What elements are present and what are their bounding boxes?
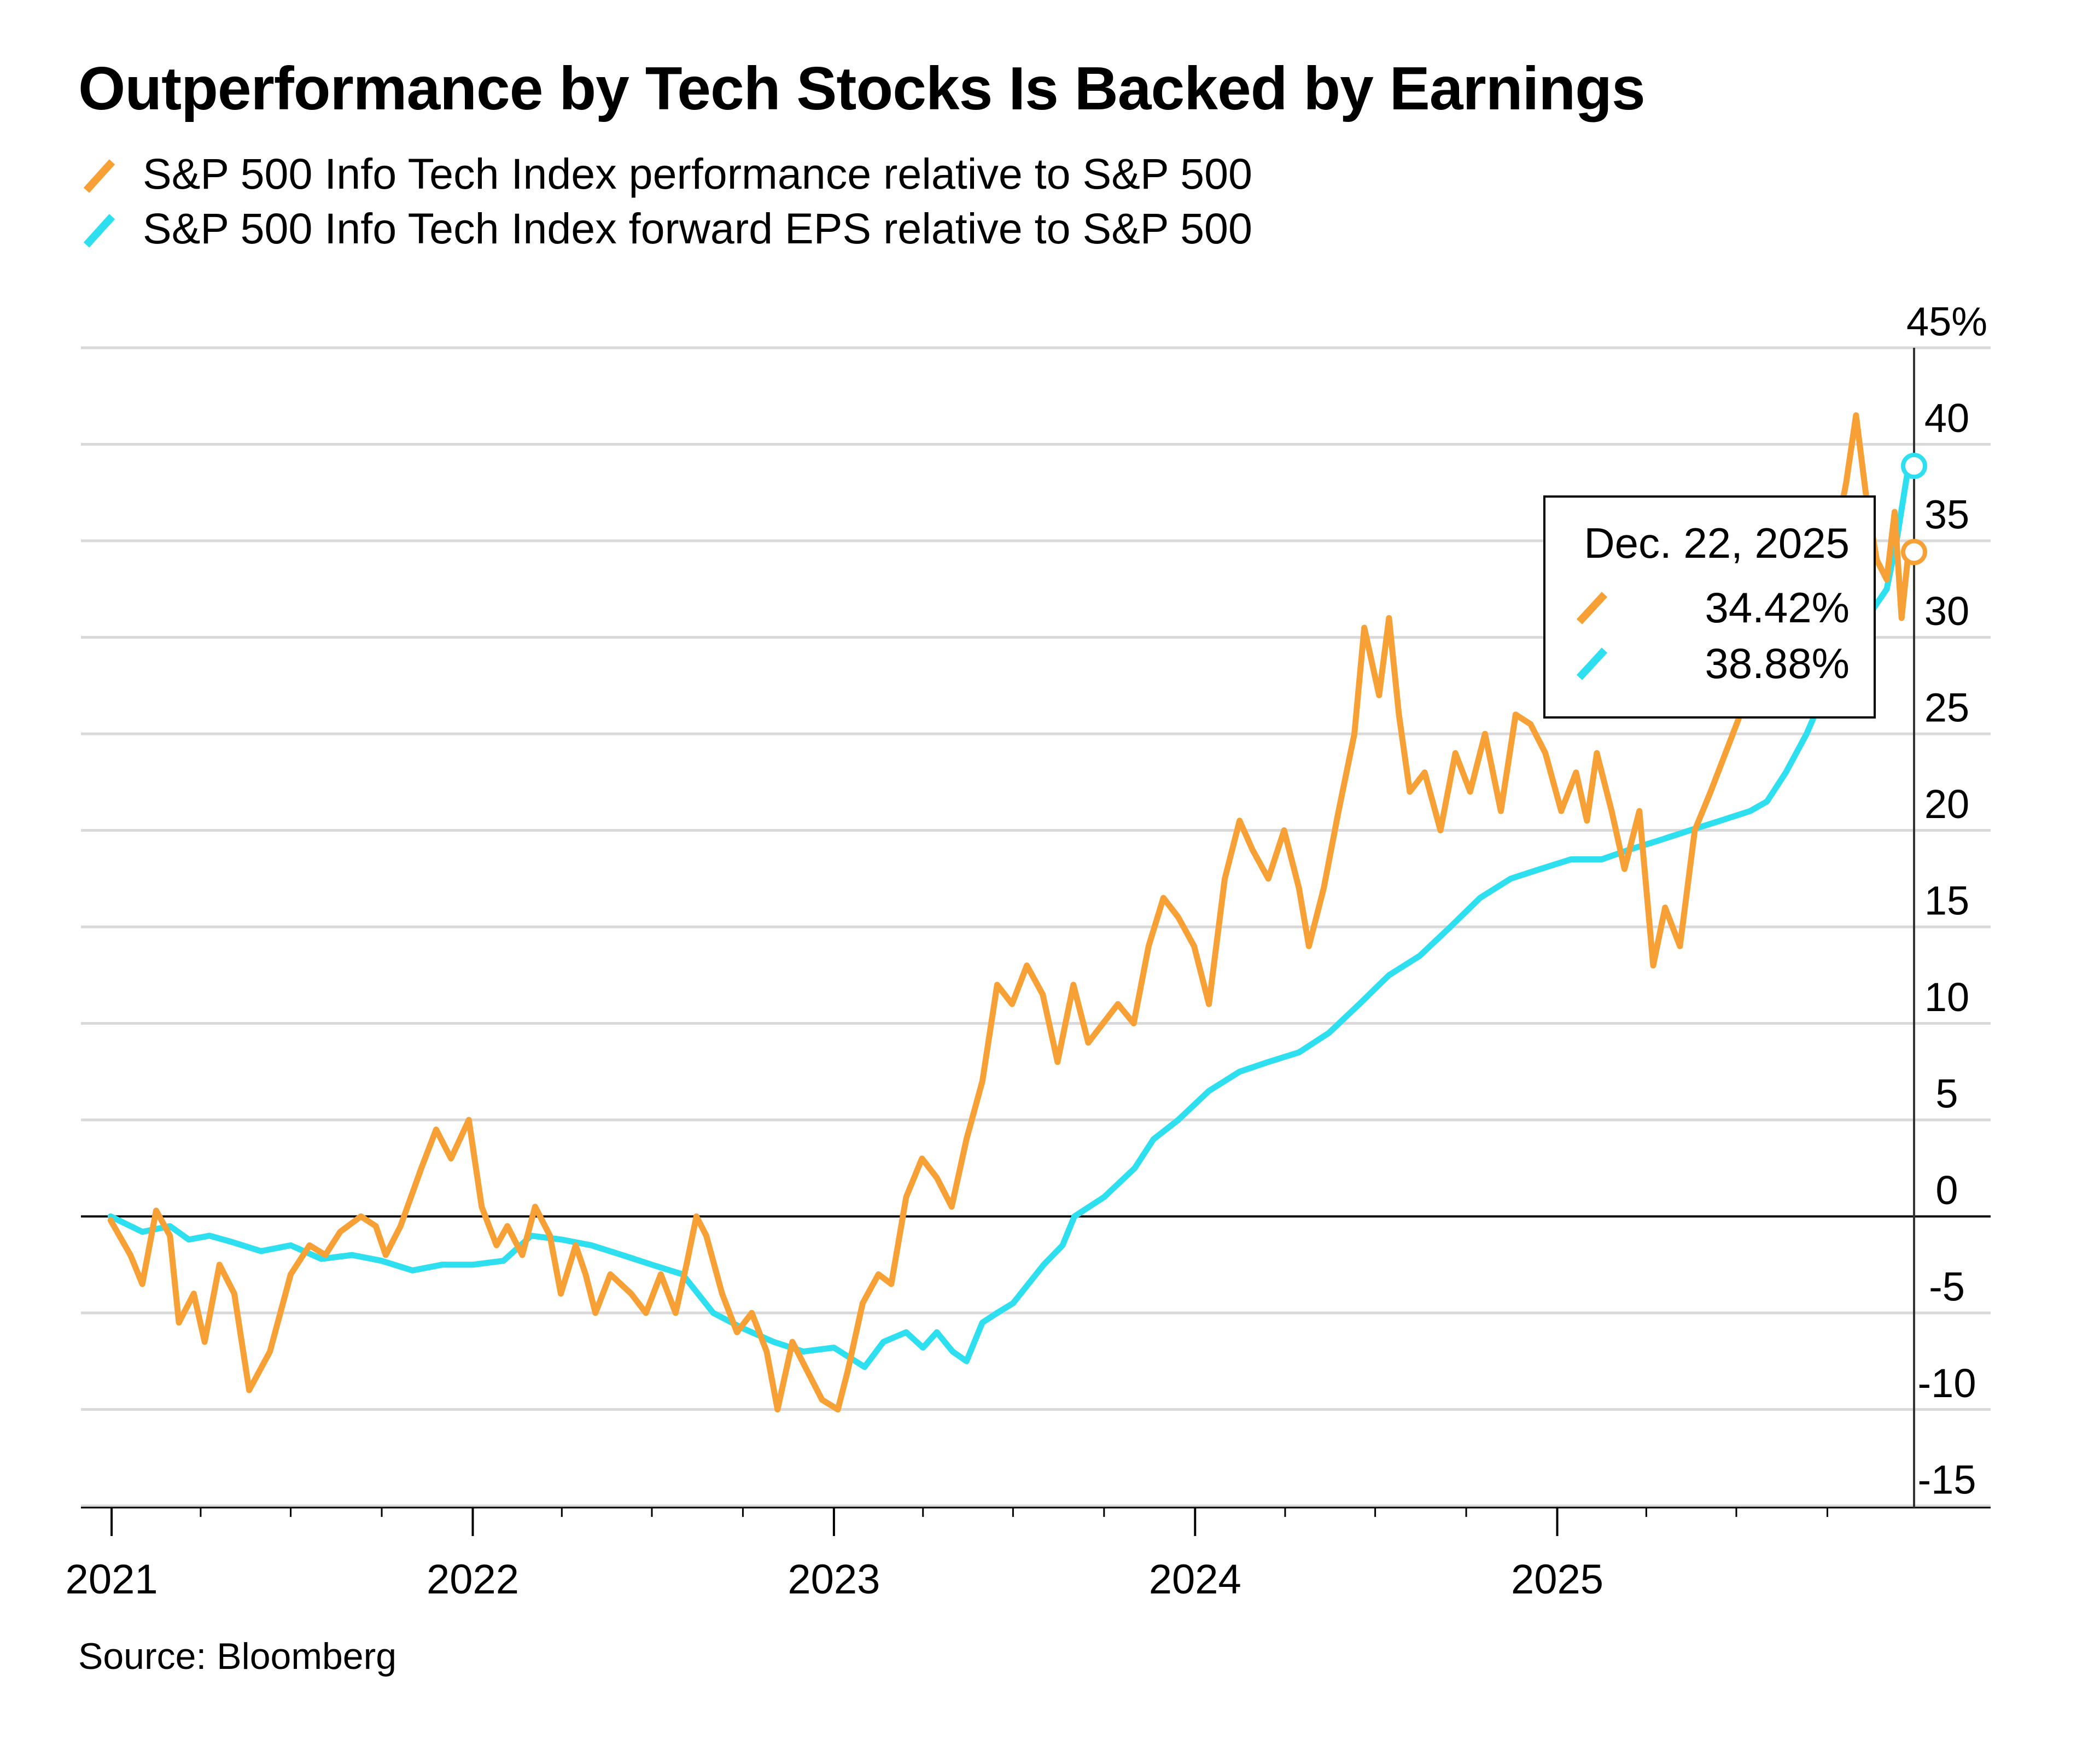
series-lines — [107, 412, 1912, 1412]
legend-item-eps[interactable]: S&P 500 Info Tech Index forward EPS rela… — [78, 201, 1252, 256]
gridlines — [81, 346, 1991, 1508]
y-tick-label: 0 — [1935, 1167, 1958, 1213]
tooltip-date: Dec. 22, 2025 — [1584, 519, 1850, 567]
legend-label-eps: S&P 500 Info Tech Index forward EPS rela… — [143, 204, 1252, 253]
legend-label-performance: S&P 500 Info Tech Index performance rela… — [143, 149, 1252, 198]
y-tick-label: 10 — [1924, 974, 1969, 1020]
x-tick-label: 2025 — [1511, 1556, 1603, 1603]
tooltip-value-performance: 34.42% — [1705, 583, 1850, 632]
x-tick-label: 2023 — [788, 1556, 880, 1603]
y-tick-label: 20 — [1924, 781, 1969, 827]
y-tick-label: -15 — [1918, 1457, 1976, 1503]
y-tick-label: 30 — [1924, 588, 1969, 634]
cursor-marker-eps — [1901, 453, 1927, 480]
chart-title: Outperformance by Tech Stocks Is Backed … — [78, 55, 1646, 122]
legend-swatch-performance — [83, 159, 115, 193]
hover-tooltip: Dec. 22, 2025 34.42% 38.88% — [1543, 495, 1876, 719]
tooltip-swatch-eps — [1576, 647, 1608, 680]
x-axis: 2021 2022 2023 2024 2025 — [66, 1507, 1991, 1603]
y-tick-label: 5 — [1935, 1071, 1958, 1117]
cursor-marker-performance — [1901, 539, 1927, 565]
y-axis-ticks: -15 -10 -5 0 5 10 15 20 25 30 35 40 45% — [1906, 299, 1987, 1503]
tooltip-row-performance: 34.42% — [1573, 575, 1850, 632]
y-tick-label: 15 — [1924, 878, 1969, 924]
y-tick-label: -5 — [1929, 1264, 1965, 1310]
x-tick-label: 2024 — [1149, 1556, 1241, 1603]
y-tick-label: 25 — [1924, 685, 1969, 731]
tooltip-swatch-performance — [1576, 592, 1608, 624]
source-note: Source: Bloomberg — [78, 1636, 397, 1677]
x-tick-label: 2021 — [66, 1556, 158, 1603]
y-tick-label: -10 — [1918, 1361, 1976, 1406]
legend-swatch-eps — [83, 214, 115, 248]
series-performance-line[interactable] — [107, 412, 1912, 1412]
series-eps-line[interactable] — [107, 463, 1912, 1370]
tooltip-value-eps: 38.88% — [1705, 639, 1850, 687]
x-tick-label: 2022 — [427, 1556, 519, 1603]
tooltip-row-eps: 38.88% — [1573, 631, 1850, 687]
y-tick-label: 40 — [1924, 395, 1969, 441]
y-tick-label: 35 — [1924, 492, 1969, 538]
y-tick-label: 45% — [1906, 299, 1987, 345]
hover-cursor — [1901, 348, 1927, 1508]
legend-item-performance[interactable]: S&P 500 Info Tech Index performance rela… — [78, 147, 1252, 201]
